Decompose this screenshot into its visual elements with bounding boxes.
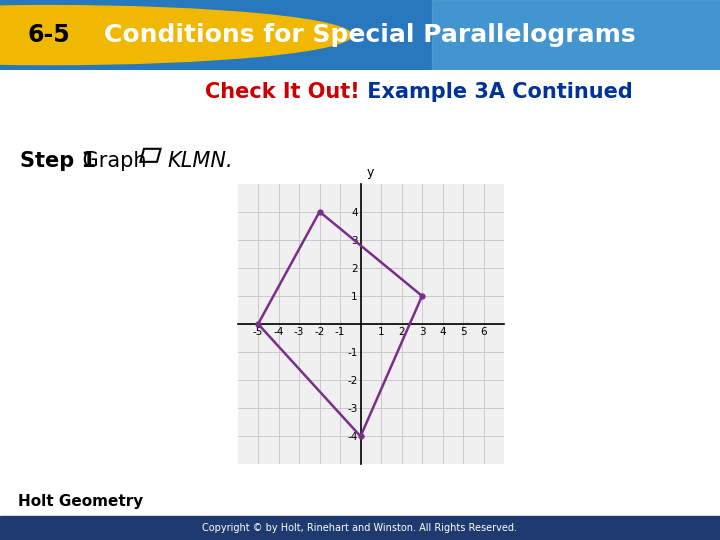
Text: Holt Geometry: Holt Geometry [18, 494, 143, 509]
Text: y: y [367, 166, 374, 179]
Bar [0, 516, 720, 540]
Text: Check It Out!: Check It Out! [205, 82, 360, 102]
Text: Conditions for Special Parallelograms: Conditions for Special Parallelograms [104, 23, 636, 47]
Bar [0, 486, 720, 516]
Text: 6-5: 6-5 [27, 23, 71, 47]
Circle shape [0, 5, 351, 65]
Text: Example 3A Continued: Example 3A Continued [360, 82, 633, 102]
Text: Step 1: Step 1 [20, 151, 96, 171]
Bar [432, 0, 720, 70]
Text: Graph: Graph [76, 151, 153, 171]
Text: KLMN.: KLMN. [167, 151, 233, 171]
Text: Copyright © by Holt, Rinehart and Winston. All Rights Reserved.: Copyright © by Holt, Rinehart and Winsto… [202, 523, 518, 533]
